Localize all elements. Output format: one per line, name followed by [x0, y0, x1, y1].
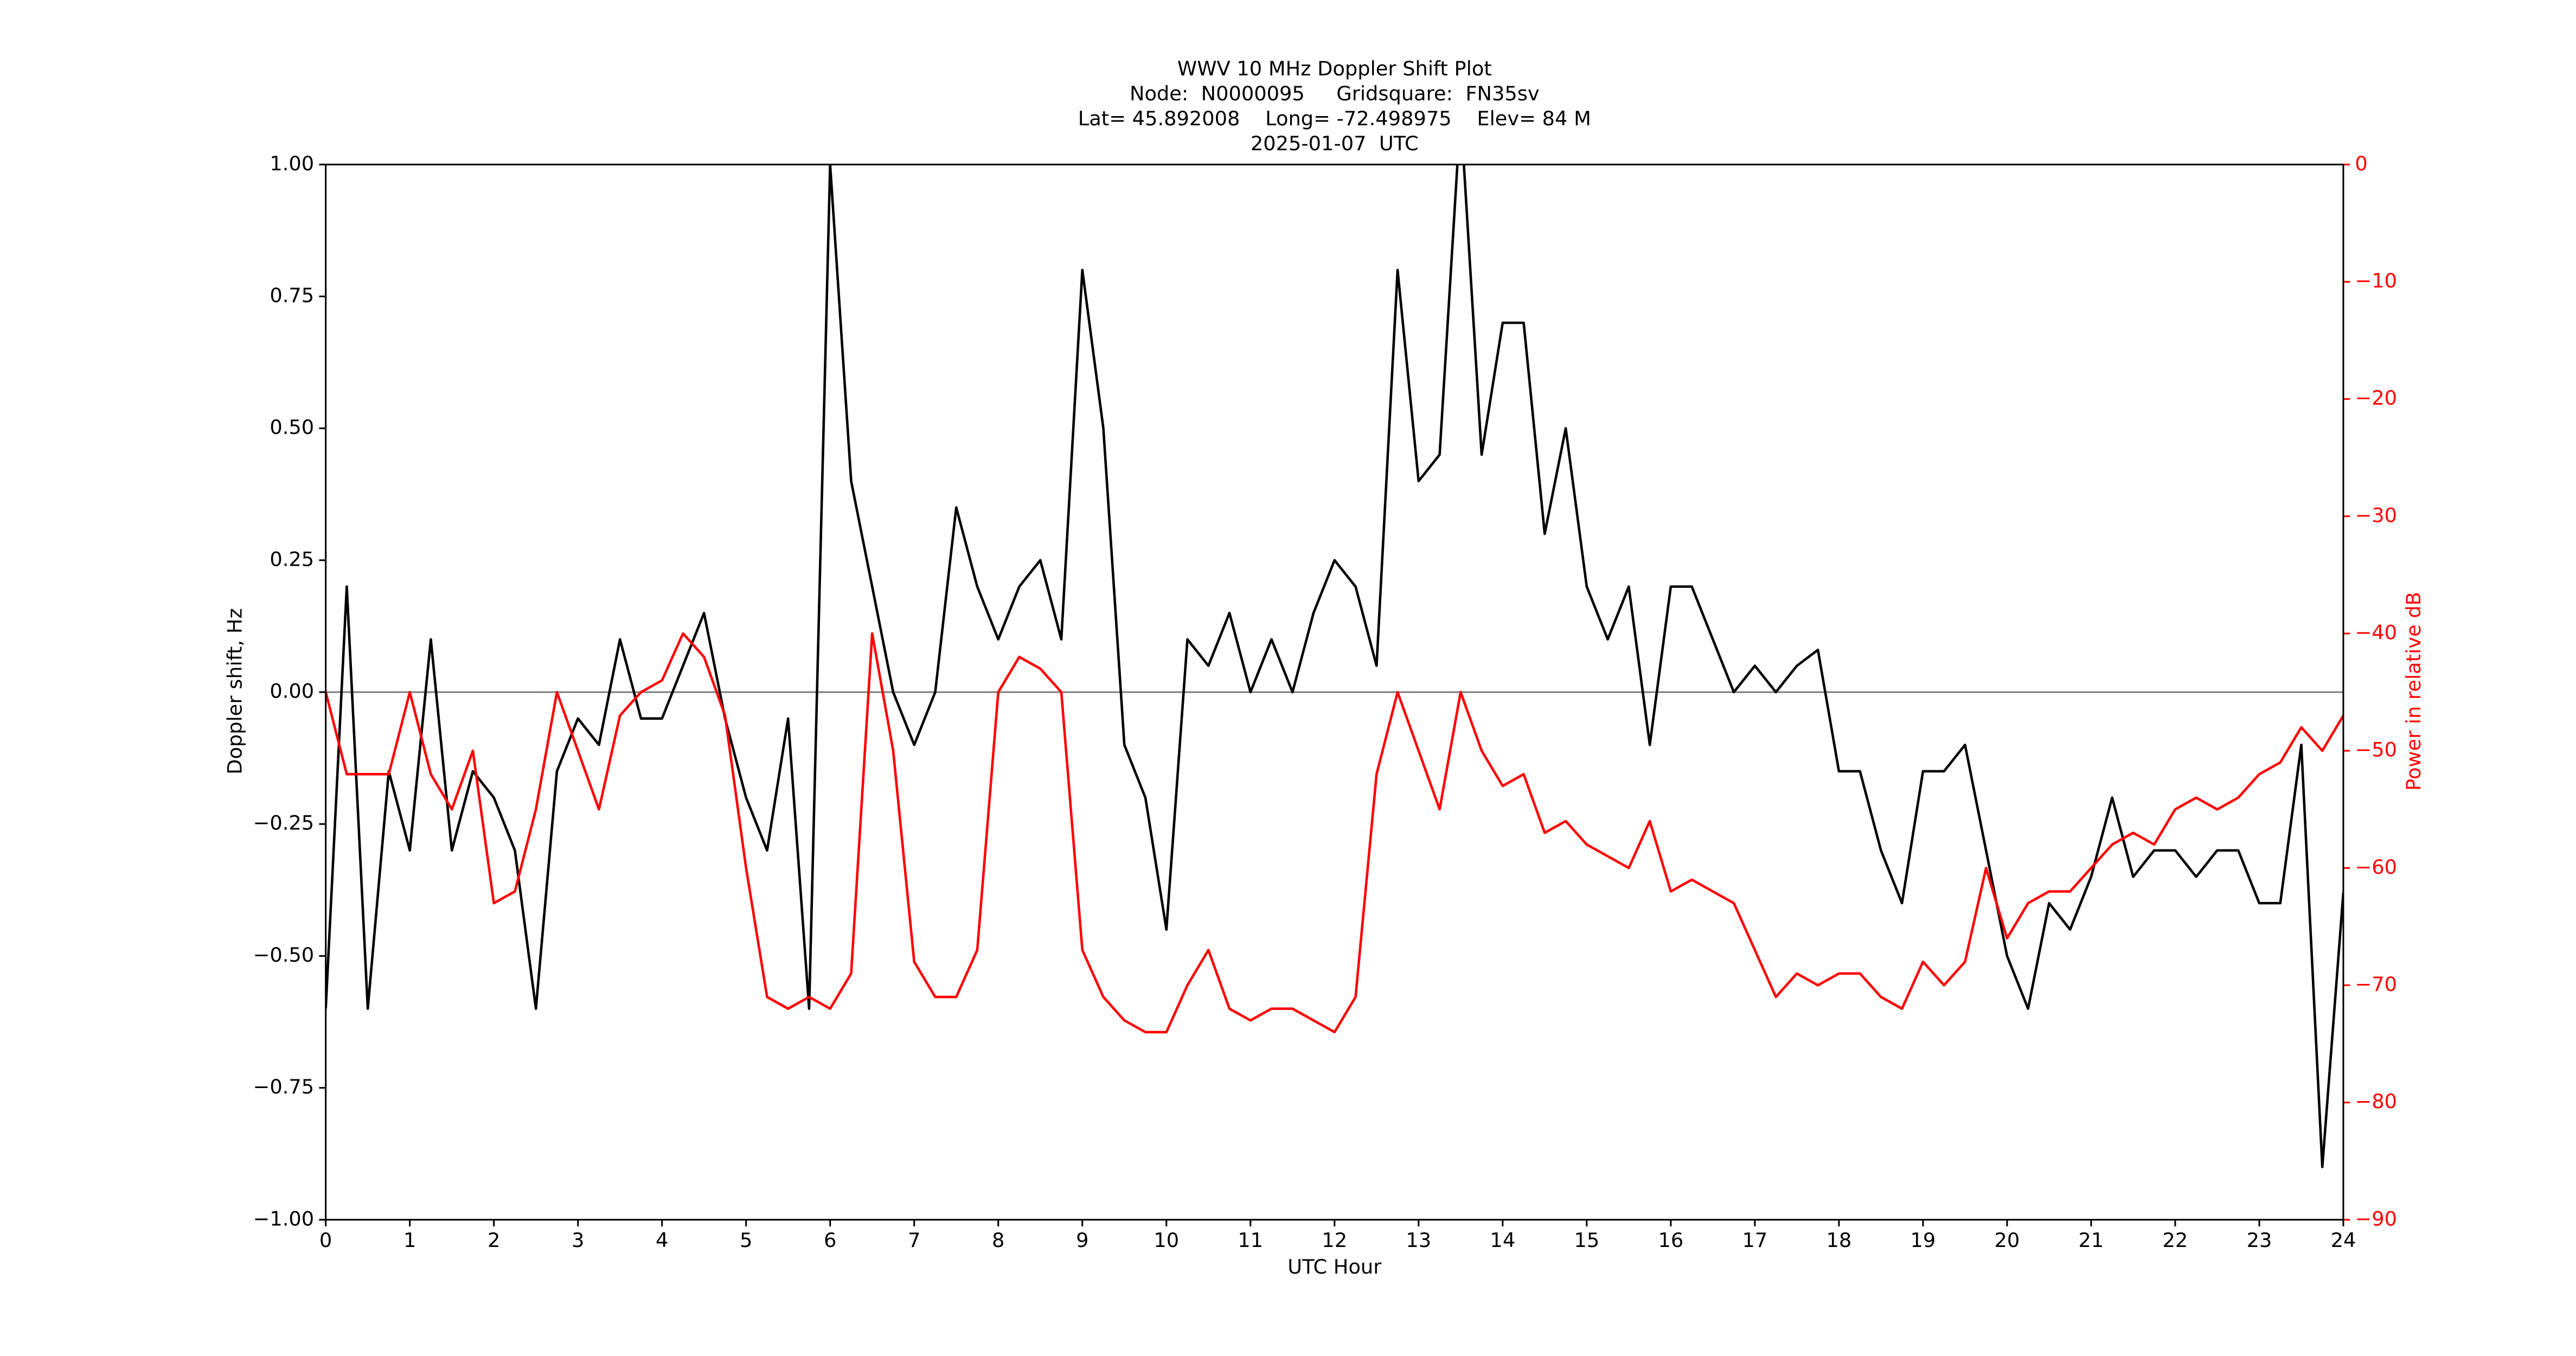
x-tick-label: 5	[740, 1229, 752, 1252]
y2-tick-label: −90	[2355, 1207, 2397, 1230]
x-tick-label: 24	[2331, 1229, 2356, 1252]
y2-tick-label: −40	[2355, 621, 2397, 644]
x-tick-label: 15	[1574, 1229, 1599, 1252]
x-tick-label: 18	[1827, 1229, 1852, 1252]
chart-title: Node: N0000095 Gridsquare: FN35sv	[1130, 82, 1540, 105]
y2-tick-label: −70	[2355, 973, 2397, 996]
chart-title: Lat= 45.892008 Long= -72.498975 Elev= 84…	[1078, 107, 1591, 130]
y-tick-label: 0.75	[270, 284, 314, 307]
y-tick-label: −0.75	[253, 1075, 315, 1098]
x-tick-label: 20	[1995, 1229, 2020, 1252]
x-tick-label: 11	[1238, 1229, 1263, 1252]
x-tick-label: 9	[1076, 1229, 1088, 1252]
x-tick-label: 13	[1406, 1229, 1431, 1252]
x-tick-label: 12	[1322, 1229, 1347, 1252]
x-tick-label: 7	[908, 1229, 920, 1252]
x-tick-label: 2	[488, 1229, 500, 1252]
y2-tick-label: −10	[2355, 269, 2397, 292]
x-tick-label: 21	[2079, 1229, 2104, 1252]
x-axis-label: UTC Hour	[1287, 1255, 1382, 1278]
x-tick-label: 17	[1742, 1229, 1767, 1252]
y-tick-label: 0.50	[270, 415, 314, 439]
y-tick-label: −0.50	[253, 943, 315, 967]
y2-tick-label: −30	[2355, 503, 2397, 527]
y2-tick-label: −60	[2355, 855, 2397, 879]
y-axis-label: Doppler shift, Hz	[223, 608, 247, 775]
y2-tick-label: 0	[2355, 152, 2367, 175]
x-tick-label: 22	[2163, 1229, 2188, 1252]
x-tick-label: 4	[656, 1229, 668, 1252]
y-tick-label: −0.25	[253, 811, 315, 835]
x-tick-label: 19	[1911, 1229, 1936, 1252]
x-tick-label: 0	[319, 1229, 332, 1252]
x-tick-label: 10	[1154, 1229, 1179, 1252]
series-line	[325, 164, 2343, 1168]
x-tick-label: 16	[1658, 1229, 1683, 1252]
series-line	[325, 632, 2343, 1034]
chart-title: 2025-01-07 UTC	[1251, 132, 1419, 155]
y-tick-label: 1.00	[270, 152, 314, 175]
x-tick-label: 8	[992, 1229, 1004, 1252]
y-tick-label: −1.00	[253, 1207, 315, 1230]
chart-title: WWV 10 MHz Doppler Shift Plot	[1177, 57, 1492, 80]
y-tick-label: 0.25	[270, 547, 314, 571]
x-tick-label: 3	[572, 1229, 584, 1252]
plot-frame	[325, 163, 2344, 1221]
y2-tick-label: −20	[2355, 386, 2397, 410]
x-tick-label: 1	[403, 1229, 416, 1252]
y2-tick-label: −50	[2355, 738, 2397, 762]
y2-tick-label: −80	[2355, 1090, 2397, 1113]
x-tick-label: 23	[2247, 1229, 2272, 1252]
y2-axis-label: Power in relative dB	[2402, 592, 2425, 791]
x-tick-label: 14	[1490, 1229, 1515, 1252]
y-tick-label: 0.00	[270, 680, 314, 703]
x-tick-label: 6	[824, 1229, 836, 1252]
